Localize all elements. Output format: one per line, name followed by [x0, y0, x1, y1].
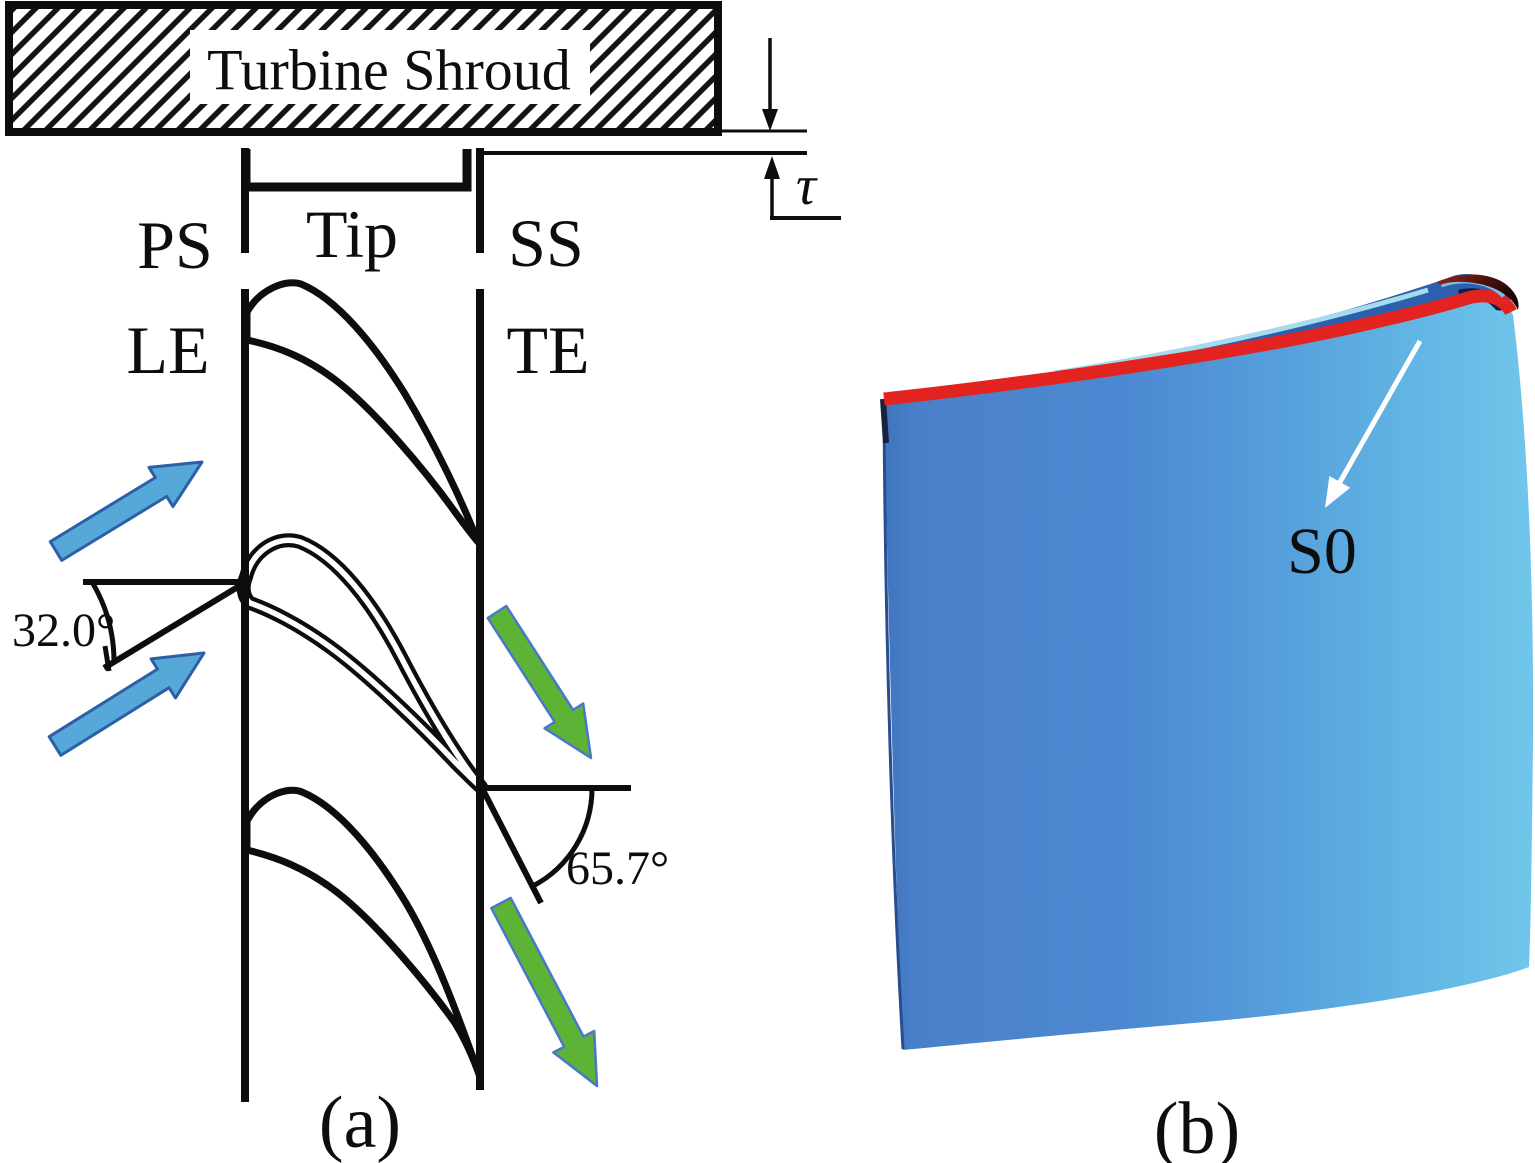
blade-3d-left-edge-dark-accent	[880, 398, 889, 444]
pressure-side-label: PS	[137, 207, 213, 283]
exit-angle-arc	[531, 787, 595, 889]
inflow-arrow-upper-icon	[48, 460, 204, 562]
blade-profile-bottom	[243, 786, 484, 1081]
dimension-upper-arrowhead-icon	[762, 109, 778, 131]
panel-a: Turbine Shroud τ	[5, 1, 841, 1163]
blade-3d-tip-stripe	[883, 289, 1517, 406]
turbine-shroud-label: Turbine Shroud	[207, 38, 571, 103]
blade-3d-curl-maroon-crescent	[1437, 274, 1519, 310]
panel-b: S0 (b)	[880, 274, 1534, 1163]
cascade-lines	[241, 148, 807, 1102]
outflow-arrow-upper-icon	[486, 604, 593, 760]
s0-pointer-shaft	[1337, 339, 1423, 484]
panel-a-caption: (a)	[319, 1082, 401, 1163]
inflow-arrows	[47, 460, 206, 757]
exit-angle-value: 65.7°	[566, 842, 669, 895]
suction-side-label: SS	[508, 205, 584, 281]
tip-clearance-symbol: τ	[796, 155, 818, 217]
inlet-angle-arc	[89, 580, 117, 663]
dimension-lower-arrowhead-icon	[764, 156, 780, 179]
blade-profile-top	[243, 279, 482, 546]
tip-clearance-dimension: τ	[762, 38, 841, 220]
baseline-surface-label: S0	[1287, 515, 1357, 588]
trailing-edge-label: TE	[506, 312, 589, 388]
inlet-angle-value: 32.0°	[12, 604, 115, 657]
shroud-label-backplate	[190, 30, 590, 104]
tip-recess-outline	[241, 149, 472, 192]
blade-3d-surface	[884, 298, 1534, 1050]
blade-profile-middle-inner	[240, 537, 484, 790]
exit-flow-direction-line	[479, 786, 544, 905]
leading-edge-label: LE	[126, 312, 209, 388]
s0-pointer-arrowhead-icon	[1325, 476, 1351, 508]
outflow-arrows	[486, 604, 599, 1088]
inlet-flow-direction-line	[102, 579, 248, 671]
inlet-angle-construction: 32.0°	[12, 579, 248, 672]
inflow-arrow-lower-icon	[47, 651, 206, 757]
exit-angle-construction: 65.7°	[479, 785, 669, 905]
outflow-arrow-lower-icon	[490, 896, 599, 1088]
tip-label: Tip	[306, 196, 398, 272]
blade-3d-left-edge	[882, 401, 905, 1050]
panel-b-caption: (b)	[1154, 1088, 1240, 1163]
inlet-line-end-tick	[102, 645, 112, 672]
